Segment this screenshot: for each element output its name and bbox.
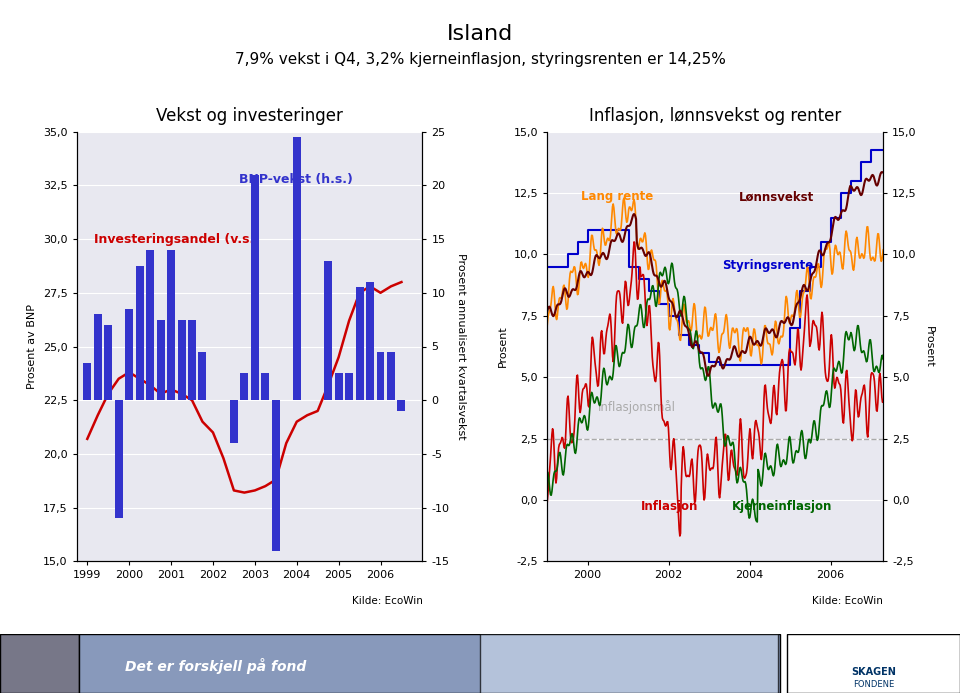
Bar bbox=[397, 400, 405, 411]
Bar bbox=[376, 352, 385, 400]
Bar bbox=[114, 400, 123, 518]
Bar bbox=[94, 314, 102, 400]
Bar bbox=[146, 249, 155, 400]
Text: Det er forskjell på fond: Det er forskjell på fond bbox=[125, 658, 306, 674]
Bar bbox=[188, 319, 196, 400]
Text: SKAGEN: SKAGEN bbox=[852, 667, 896, 677]
Bar bbox=[156, 319, 164, 400]
Text: BNP-vekst (h.s.): BNP-vekst (h.s.) bbox=[239, 173, 353, 186]
Y-axis label: Prosent av BNP: Prosent av BNP bbox=[28, 304, 37, 389]
FancyBboxPatch shape bbox=[0, 634, 79, 693]
Bar bbox=[167, 249, 175, 400]
Bar bbox=[345, 374, 353, 400]
Text: 7,9% vekst i Q4, 3,2% kjerneinflasjon, styringsrenten er 14,25%: 7,9% vekst i Q4, 3,2% kjerneinflasjon, s… bbox=[234, 52, 726, 67]
Bar bbox=[84, 362, 91, 400]
Bar bbox=[135, 266, 144, 400]
Bar bbox=[272, 400, 279, 550]
Bar bbox=[178, 319, 185, 400]
Bar bbox=[387, 352, 395, 400]
Text: Kilde: EcoWin: Kilde: EcoWin bbox=[351, 596, 422, 606]
Title: Vekst og investeringer: Vekst og investeringer bbox=[156, 107, 343, 125]
Text: FONDENE: FONDENE bbox=[853, 680, 894, 689]
Text: Lang rente: Lang rente bbox=[581, 191, 653, 204]
Text: Inflasjon: Inflasjon bbox=[641, 500, 699, 513]
FancyBboxPatch shape bbox=[480, 634, 778, 693]
Bar bbox=[366, 282, 374, 400]
Y-axis label: Prosent: Prosent bbox=[924, 326, 933, 367]
Bar bbox=[105, 325, 112, 400]
Title: Inflasjon, lønnsvekst og renter: Inflasjon, lønnsvekst og renter bbox=[589, 107, 841, 125]
Bar bbox=[240, 374, 249, 400]
Bar bbox=[125, 309, 133, 400]
Text: Styringsrente: Styringsrente bbox=[722, 259, 813, 272]
Y-axis label: Prosent annualisert kvartalsvekst: Prosent annualisert kvartalsvekst bbox=[456, 253, 467, 440]
Bar bbox=[324, 261, 332, 400]
Bar bbox=[261, 374, 270, 400]
Bar bbox=[199, 352, 206, 400]
FancyBboxPatch shape bbox=[79, 634, 780, 693]
Text: Kilde: EcoWin: Kilde: EcoWin bbox=[812, 596, 883, 606]
Text: Inflasjonsmål: Inflasjonsmål bbox=[597, 400, 676, 414]
FancyBboxPatch shape bbox=[787, 634, 960, 693]
Bar bbox=[229, 400, 238, 444]
Bar bbox=[335, 374, 343, 400]
Bar bbox=[251, 175, 259, 400]
Text: Investeringsandel (v.s.): Investeringsandel (v.s.) bbox=[94, 234, 260, 247]
Text: Lønnsvekst: Lønnsvekst bbox=[738, 191, 814, 204]
Y-axis label: Prosent: Prosent bbox=[498, 326, 508, 367]
Text: Island: Island bbox=[446, 24, 514, 44]
Bar bbox=[355, 288, 364, 400]
Text: Kjerneinflasjon: Kjerneinflasjon bbox=[732, 500, 832, 513]
Bar bbox=[293, 137, 300, 400]
